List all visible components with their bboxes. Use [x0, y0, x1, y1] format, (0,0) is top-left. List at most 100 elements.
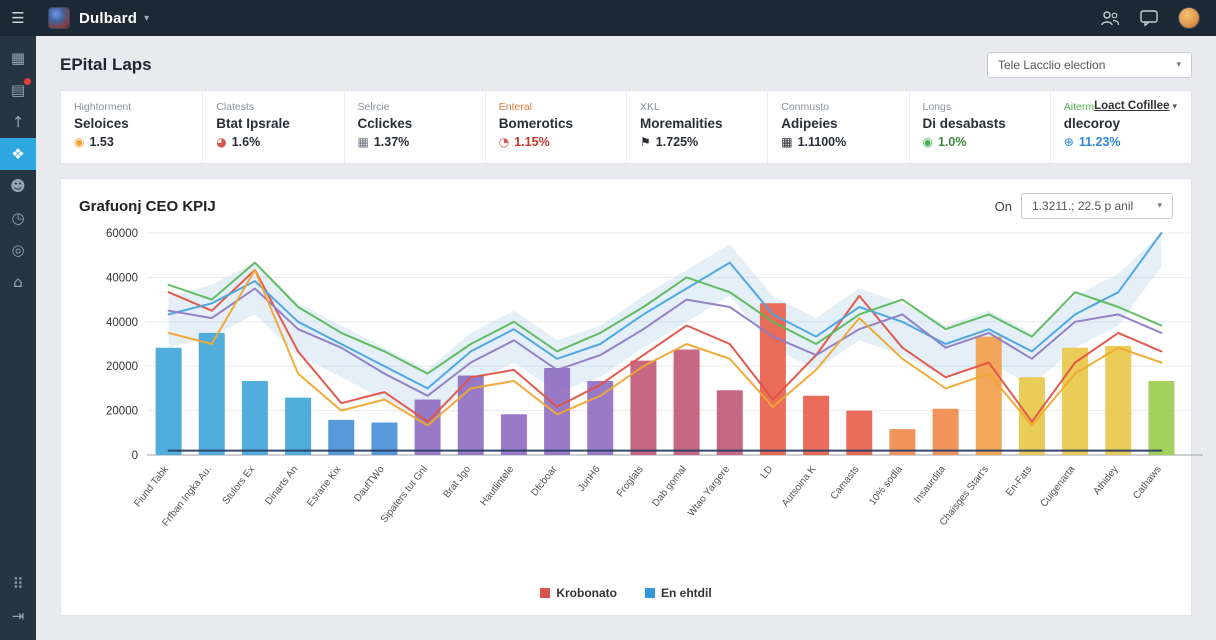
bar	[846, 410, 873, 455]
bar	[759, 303, 786, 455]
bar	[1148, 381, 1175, 455]
kpi-card-desabasts[interactable]: Longs Di desabasts ◉ 1.0%	[908, 91, 1050, 163]
app-title[interactable]: Dulbard	[79, 9, 138, 27]
y-axis-tick: 20000	[106, 361, 138, 373]
sidebar-item-user-icon[interactable]: ☻	[10, 177, 26, 195]
line-purple-series	[167, 287, 1163, 397]
loact-cofillee-link[interactable]: Loact Cofillee ▾	[1094, 100, 1177, 112]
chart-title: Grafuonj CEO KPIJ	[79, 197, 216, 215]
kpi-card-adipeies[interactable]: Conmusto Adipeies ▦ 1.1100%	[767, 91, 908, 163]
kpi-title: Bomerotics	[498, 116, 574, 131]
chevron-down-icon[interactable]: ▾	[144, 12, 150, 24]
x-axis-tick: JunH6	[576, 464, 603, 494]
chat-icon[interactable]	[1140, 10, 1158, 26]
bar	[975, 336, 1002, 455]
bar	[371, 422, 398, 455]
bar	[414, 399, 441, 455]
bar	[500, 414, 527, 455]
x-axis-tick: DaufTWo	[352, 464, 387, 504]
page-title: EPital Laps	[60, 55, 152, 74]
sidebar-item-analytics-icon[interactable]: ❖	[0, 138, 36, 170]
x-axis-tick: Stulors Ex	[221, 464, 258, 507]
clock-icon: ◔	[498, 135, 510, 149]
kpi-card-cclickes[interactable]: Selrcie Cclickes ▦ 1.37%	[343, 91, 485, 163]
x-axis-tick: Sipaters tut Gnl	[379, 464, 430, 525]
kpi-card-bomerotics[interactable]: Enteral Bomerotics ◔ 1.15%	[484, 91, 626, 163]
chevron-down-icon: ▾	[1157, 201, 1162, 211]
notification-badge	[24, 78, 31, 85]
chevron-down-icon: ▾	[1172, 102, 1177, 112]
legend-item[interactable]: En ehtdil	[644, 586, 712, 600]
kpi-value: 1.15%	[514, 135, 550, 149]
kpi-title: Seloices	[74, 116, 129, 131]
sidebar-item-home-icon[interactable]: ⌂	[13, 273, 23, 291]
bar	[285, 397, 312, 455]
bar	[1062, 347, 1089, 455]
kpi-card-btat[interactable]: Clatests Btat Ipsrale ◕ 1.6%	[202, 91, 343, 163]
legend-item[interactable]: Krobonato	[540, 586, 617, 600]
kpi-label: XKL	[640, 101, 660, 113]
legend-swatch	[644, 588, 655, 598]
status-dot-icon: ◉	[74, 135, 85, 149]
bar	[587, 381, 614, 455]
y-axis-tick: 0	[132, 450, 138, 462]
x-axis-tick: Dab gomal	[651, 464, 689, 509]
x-axis-tick: Athidey	[1091, 464, 1120, 497]
kpi-card-seloices[interactable]: Hightorment Seloices ◉ 1.53	[61, 91, 202, 163]
sidebar-item-history-icon[interactable]: ◷	[11, 209, 25, 227]
sidebar-item-target-icon[interactable]: ◎	[11, 241, 25, 259]
kpi-value: 1.6%	[231, 135, 261, 149]
x-axis-tick: Wtao Yargere	[686, 464, 732, 519]
user-avatar[interactable]	[1178, 7, 1200, 29]
bar	[716, 390, 743, 455]
bar	[457, 375, 484, 455]
x-axis-tick: Dinarts An	[263, 464, 300, 507]
x-axis-tick: Froglats	[615, 464, 646, 499]
chart-panel: Grafuonj CEO KPIJ On 1.3211.; 22.5 p ani…	[60, 178, 1203, 616]
kpi-title: dlecoroy	[1063, 116, 1121, 131]
band-area	[168, 233, 1162, 422]
kpi-value: 1.0%	[937, 135, 967, 149]
app-logo[interactable]	[48, 7, 70, 29]
period-select-value: 1.3211.; 22.5 p anil	[1032, 199, 1134, 213]
kpi-card-moremalities[interactable]: XKL Moremalities ⚑ 1.725%	[626, 91, 767, 163]
y-axis-tick: 60000	[106, 228, 138, 240]
left-sidebar: ▦ ▤ ↑ ❖ ☻ ◷ ◎ ⌂ ⠿ ⇥	[0, 36, 36, 640]
page-header: EPital Laps Tele Lacclio election ▾	[36, 36, 1216, 90]
kpi-value: 1.725%	[655, 135, 699, 149]
filter-select[interactable]: Tele Lacclio election ▾	[987, 52, 1192, 78]
bar	[889, 429, 916, 455]
sidebar-item-upload-icon[interactable]: ↑	[11, 113, 25, 131]
x-axis-tick: Autsoina K	[780, 464, 819, 509]
sidebar-item-logout-icon[interactable]: ⇥	[11, 607, 25, 625]
bar	[1018, 377, 1045, 455]
chevron-down-icon: ▾	[1176, 60, 1181, 70]
y-axis-tick: 20000	[106, 406, 138, 418]
flag-icon: ⚑	[640, 135, 651, 149]
people-icon[interactable]	[1100, 10, 1120, 26]
bar	[241, 381, 268, 455]
kpi-label: Selrcie	[357, 101, 390, 113]
chart-legend: Krobonato En ehtdil	[79, 586, 1173, 600]
kpi-title: Adipeies	[781, 116, 838, 131]
main-content: EPital Laps Tele Lacclio election ▾ High…	[36, 36, 1216, 640]
kpi-card-dlecoroy[interactable]: Aiterm dlecoroy ⊕ 11.23%	[1049, 91, 1191, 163]
sidebar-item-report-icon[interactable]: ▤	[0, 74, 36, 106]
kpi-label: Enteral	[498, 101, 533, 113]
x-axis-tick: Chaisges Start's	[938, 464, 991, 528]
menu-icon[interactable]: ☰	[11, 9, 25, 27]
status-dot-icon: ◉	[922, 135, 933, 149]
sidebar-item-calendar-icon[interactable]: ▦	[10, 49, 26, 67]
sidebar-item-apps-icon[interactable]: ⠿	[12, 575, 24, 593]
x-axis-tick: Camasts	[829, 464, 862, 502]
line-En ehtdil	[167, 232, 1163, 390]
period-select[interactable]: 1.3211.; 22.5 p anil ▾	[1021, 193, 1173, 219]
bar	[630, 360, 657, 455]
sidebar-bottom-group: ⠿ ⇥	[0, 568, 36, 632]
kpi-value: 11.23%	[1078, 135, 1121, 149]
x-axis-tick: En-Fats	[1004, 464, 1034, 498]
globe-icon: ⊕	[1063, 135, 1074, 149]
x-axis-tick: Insaurdita	[912, 464, 948, 506]
line-orange-series	[167, 269, 1163, 427]
